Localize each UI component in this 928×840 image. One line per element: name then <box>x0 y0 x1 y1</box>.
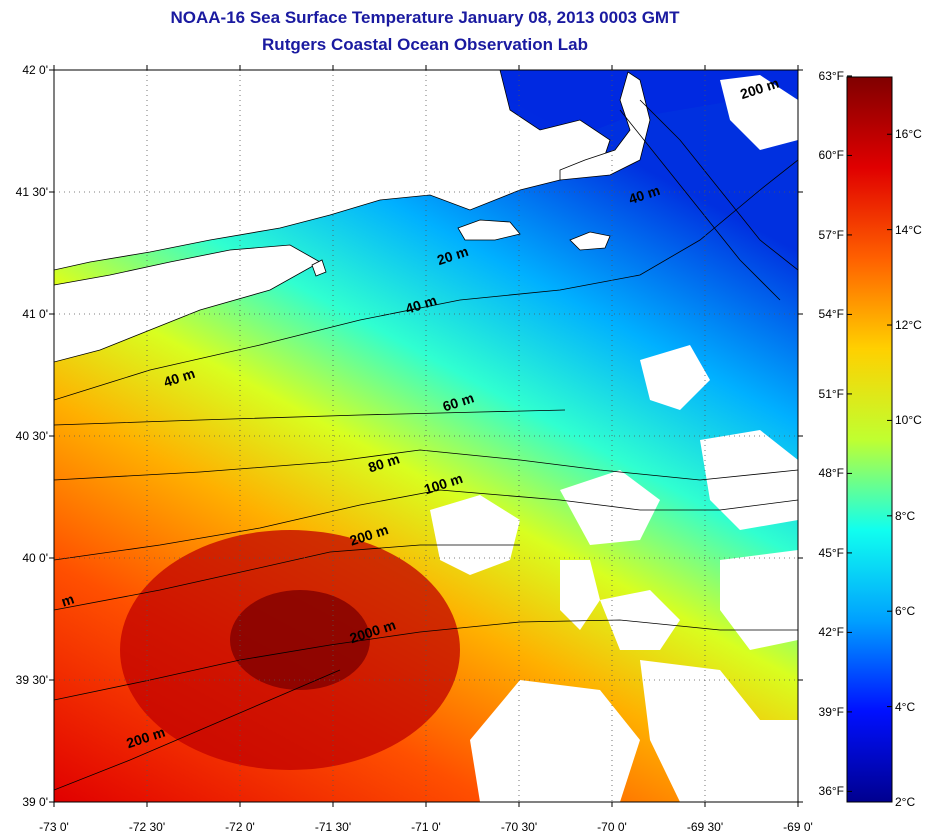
celsius-label: 10°C <box>895 413 922 428</box>
lat-tick-label: 41 0' <box>22 307 48 321</box>
isobath-lines <box>54 99 798 791</box>
celsius-label: 12°C <box>895 318 922 333</box>
lat-tick-label: 39 30' <box>15 673 48 687</box>
fahrenheit-label: 63°F <box>818 68 844 83</box>
lon-tick-label: -72 30' <box>128 820 166 834</box>
lat-tick-label: 40 30' <box>15 429 48 443</box>
lon-tick-label: -70 30' <box>500 820 538 834</box>
isobath-label: m <box>59 591 76 610</box>
celsius-label: 2°C <box>895 795 916 809</box>
celsius-label: 16°C <box>895 127 922 142</box>
map-title: NOAA-16 Sea Surface Temperature January … <box>170 8 680 27</box>
lat-tick-label: 40 0' <box>22 551 48 565</box>
axis-ticks <box>49 65 803 807</box>
celsius-label: 6°C <box>895 604 916 619</box>
fahrenheit-label: 60°F <box>818 148 844 163</box>
land <box>54 70 651 363</box>
colorbar-ticks <box>847 75 892 803</box>
colorbar <box>846 76 893 803</box>
lon-tick-label: -72 0' <box>225 820 255 834</box>
fahrenheit-label: 57°F <box>818 227 844 242</box>
fahrenheit-label: 42°F <box>818 625 844 640</box>
lat-tick-label: 39 0' <box>22 795 48 809</box>
fahrenheit-label: 36°F <box>818 784 844 799</box>
lon-tick-label: -71 30' <box>314 820 352 834</box>
lat-tick-label: 41 30' <box>15 185 48 199</box>
lon-tick-label: -69 30' <box>686 820 724 834</box>
fahrenheit-label: 39°F <box>818 704 844 719</box>
fahrenheit-label: 45°F <box>818 545 844 560</box>
lon-tick-label: -73 0' <box>39 820 69 834</box>
celsius-label: 4°C <box>895 699 916 714</box>
map-subtitle: Rutgers Coastal Ocean Observation Lab <box>262 35 588 54</box>
celsius-label: 8°C <box>895 508 916 523</box>
fahrenheit-label: 48°F <box>818 466 844 481</box>
fahrenheit-label: 54°F <box>818 307 844 322</box>
lon-tick-label: -71 0' <box>411 820 441 834</box>
lon-tick-label: -69 0' <box>783 820 813 834</box>
lon-tick-label: -70 0' <box>597 820 627 834</box>
lat-tick-label: 42 0' <box>22 63 48 77</box>
cloud-mask <box>430 75 798 802</box>
celsius-label: 14°C <box>895 222 922 237</box>
fahrenheit-label: 51°F <box>818 386 844 401</box>
